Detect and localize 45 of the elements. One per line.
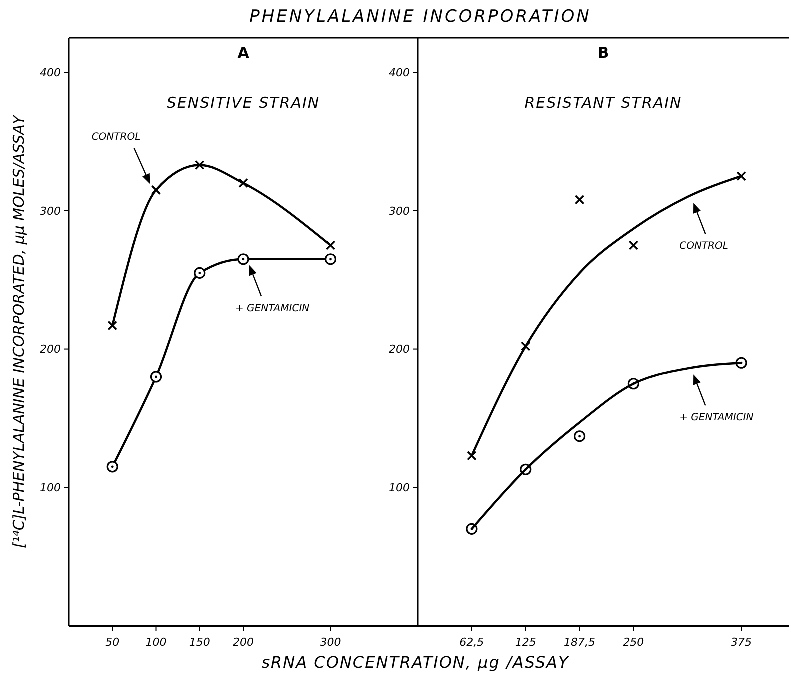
- annotation: A: [238, 44, 250, 62]
- y-tick-label: 200: [389, 343, 410, 356]
- x-axis-title: sRNA CONCENTRATION, μg /ASSAY: [262, 653, 570, 672]
- y-tick-label: 100: [40, 481, 61, 494]
- legend-label: CONTROL: [680, 241, 728, 252]
- x-tick-label: 125: [515, 636, 536, 649]
- text: CONTROL: [92, 132, 141, 144]
- point: [574, 194, 585, 205]
- y-tick-label: 400: [389, 66, 410, 80]
- x-tick-label: 150: [189, 636, 210, 649]
- x-tick-label: 300: [320, 636, 342, 649]
- chart-title: PHENYLALANINE INCORPORATION: [250, 7, 592, 27]
- x-tick-label: 250: [623, 636, 644, 649]
- y-tick-label: 400: [40, 66, 61, 80]
- legend-label: + GENTAMICIN: [680, 412, 754, 424]
- x-tick-label: 375: [731, 636, 752, 649]
- point: [151, 185, 162, 196]
- x-tick-label: 62,5: [460, 636, 484, 649]
- point: [324, 254, 337, 266]
- point: [194, 160, 205, 170]
- annotation: B: [598, 44, 610, 62]
- y-tick-label: 100: [389, 481, 410, 494]
- point: [108, 320, 118, 331]
- x-tick-label: 50: [106, 636, 120, 649]
- point: [628, 240, 639, 250]
- text: SENSITIVE STRAIN: [166, 94, 320, 112]
- point: [238, 254, 250, 266]
- x-tick-label: 187,5: [564, 636, 596, 649]
- text: RESISTANT STRAIN: [524, 94, 682, 112]
- y-axis-title: [¹⁴C]L-PHENYLALANINE INCORPORATED, μμ MOLES/ASSAY: [10, 114, 28, 549]
- y-tick-label: 200: [40, 343, 61, 356]
- point: [194, 267, 206, 279]
- y-tick-label: 300: [389, 204, 410, 218]
- point: [326, 240, 336, 250]
- y-tick-label: 300: [40, 204, 61, 218]
- point: [520, 342, 531, 352]
- point: [238, 178, 248, 188]
- point: [150, 371, 162, 383]
- point: [106, 461, 118, 473]
- legend-label: + GENTAMICIN: [236, 303, 310, 314]
- point: [467, 450, 477, 461]
- point: [736, 171, 746, 182]
- x-tick-label: 200: [233, 636, 254, 649]
- point: [574, 430, 586, 442]
- x-tick-label: 100: [146, 636, 167, 649]
